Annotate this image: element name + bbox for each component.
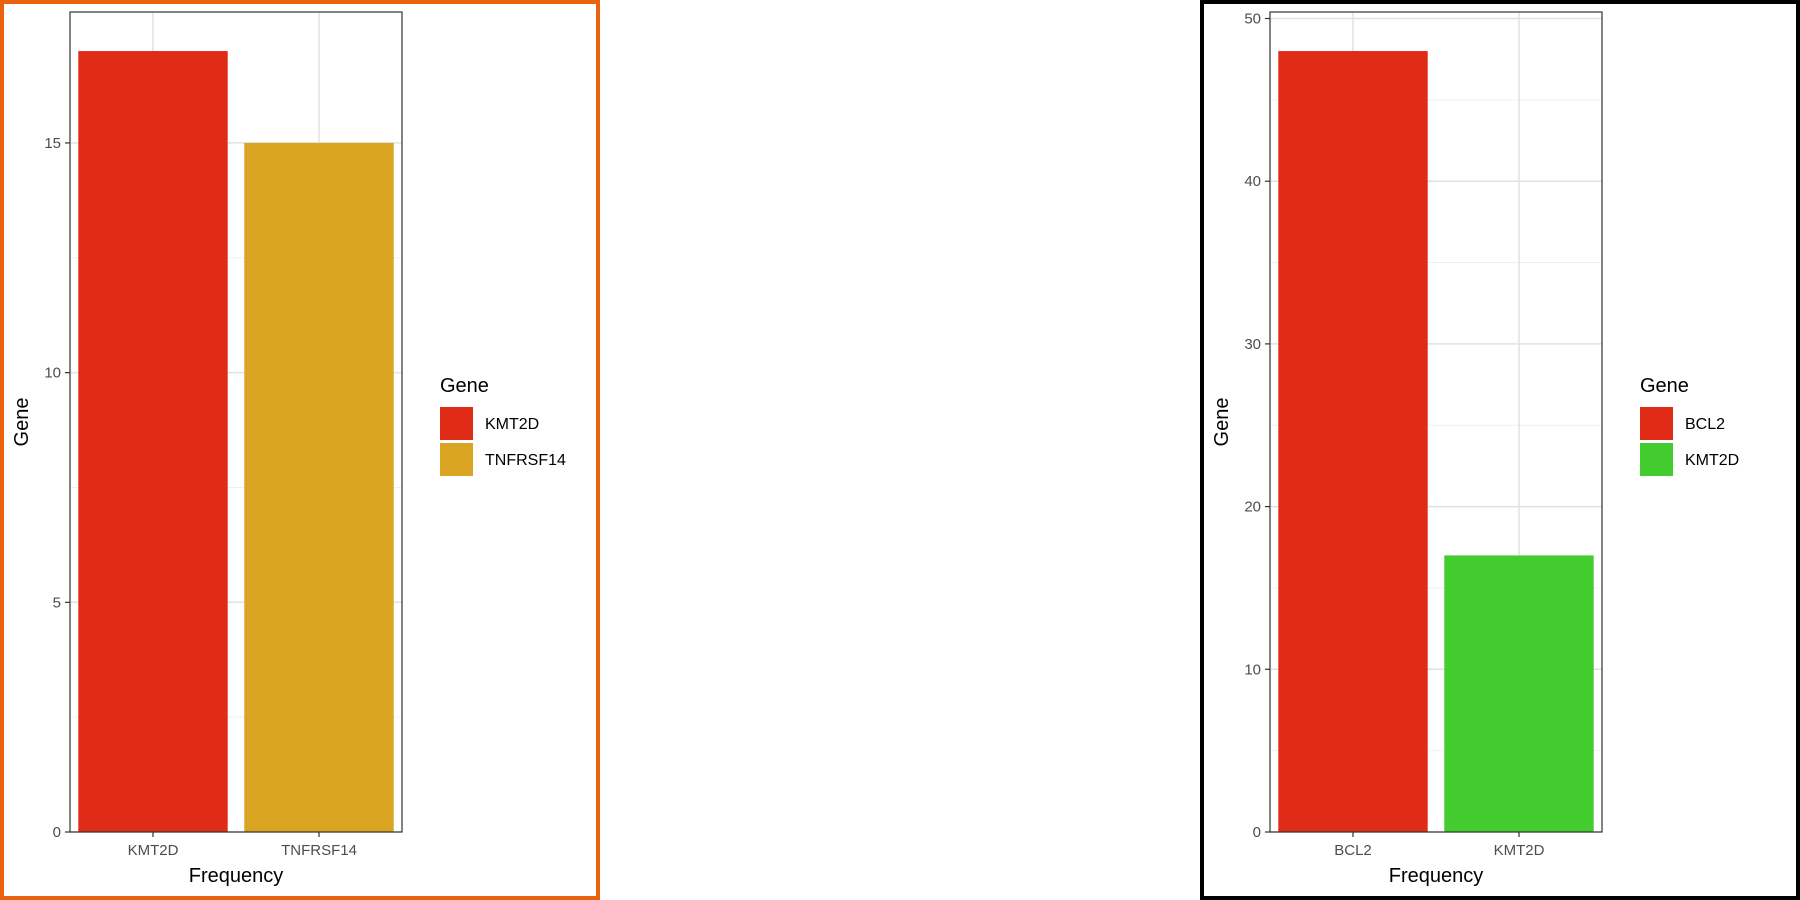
y-tick-label: 10 [44, 365, 61, 382]
legend-label: BCL2 [1685, 416, 1725, 433]
x-tick-label: KMT2D [128, 842, 179, 859]
chart-panel-left: 0 5 10 15 KMT2D TNFRSF14 Frequency Gene Gene KMT2… [0, 0, 600, 900]
y-tick-label: 40 [1244, 173, 1261, 190]
x-tick-label: TNFRSF14 [281, 842, 357, 859]
y-tick-label: 30 [1244, 336, 1261, 353]
y-tick-label: 50 [1244, 11, 1261, 28]
y-tick-label: 0 [1253, 824, 1261, 841]
x-tick-label: BCL2 [1334, 842, 1372, 859]
legend-label: KMT2D [1685, 452, 1739, 469]
legend-title: Gene [1640, 375, 1689, 397]
legend-key-kmt2d [1640, 443, 1673, 476]
bar-chart-right: 0 10 20 30 40 50 BCL2 KMT2D Frequency Gene Gene BCL… [1211, 11, 1739, 887]
y-axis-title: Gene [11, 398, 33, 447]
plot-border [69, 11, 403, 833]
plot-border [1269, 11, 1603, 833]
y-tick-label: 5 [53, 594, 61, 611]
chart-panel-right: 0 10 20 30 40 50 BCL2 KMT2D Frequency Gene Gene BCL… [1200, 0, 1800, 900]
legend-label: TNFRSF14 [485, 452, 566, 469]
bar-kmt2d [1444, 555, 1594, 832]
legend-key-kmt2d [440, 407, 473, 440]
x-axis-title: Frequency [189, 865, 284, 887]
legend-key-tnfrsf14 [440, 443, 473, 476]
bar-chart-left: 0 5 10 15 KMT2D TNFRSF14 Frequency Gene Gene KMT2… [11, 11, 566, 887]
bar-tnfrsf14 [244, 142, 394, 832]
legend-key-bcl2 [1640, 407, 1673, 440]
bar-kmt2d [78, 51, 228, 833]
bar-bcl2 [1278, 51, 1428, 833]
y-tick-label: 15 [44, 135, 61, 152]
legend-label: KMT2D [485, 416, 539, 433]
y-tick-label: 20 [1244, 499, 1261, 516]
x-tick-label: KMT2D [1494, 842, 1545, 859]
y-tick-label: 10 [1244, 661, 1261, 678]
y-tick-label: 0 [53, 824, 61, 841]
legend-title: Gene [440, 375, 489, 397]
x-axis-title: Frequency [1389, 865, 1484, 887]
y-axis-title: Gene [1211, 398, 1233, 447]
